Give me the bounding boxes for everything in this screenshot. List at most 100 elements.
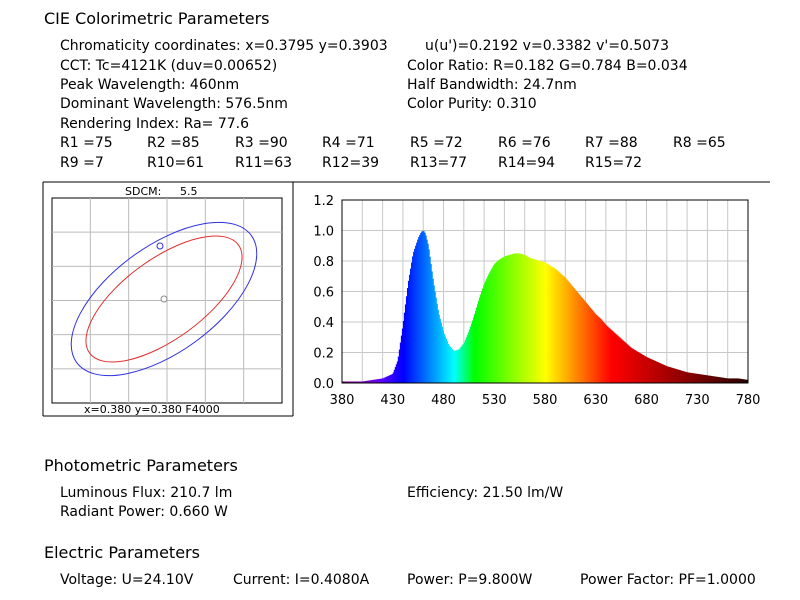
spectrum-bar	[502, 257, 504, 383]
spectrum-bar	[654, 360, 657, 383]
spectrum-bar	[714, 376, 716, 383]
spectrum-bar	[357, 381, 359, 383]
spectrum-bar	[675, 369, 678, 383]
spectrum-bar	[354, 381, 356, 383]
spectrum-bar	[599, 318, 602, 383]
x-tick-label: 580	[533, 393, 558, 408]
spectrum-bar	[380, 378, 382, 383]
spectrum-bar	[735, 378, 738, 383]
spectrum-bar	[492, 266, 494, 383]
spectrum-bar	[563, 276, 565, 383]
spectrum-bar	[481, 291, 483, 383]
spectrum-bar	[718, 377, 720, 383]
spectrum-bar	[613, 331, 615, 383]
spectrum-bar	[593, 312, 596, 383]
spectrum-bar	[677, 369, 680, 383]
spectrum-bar	[579, 295, 581, 383]
spectrum-bar	[575, 290, 577, 383]
spectrum-bar	[664, 365, 667, 383]
r-value: R9 =7	[60, 155, 104, 171]
spectrum-bar	[595, 314, 598, 383]
spectrum-bar	[692, 373, 694, 383]
spectrum-bar	[433, 285, 435, 383]
spectrum-bar	[637, 351, 639, 383]
spectrum-bar	[402, 320, 405, 383]
spectrum-bar	[382, 378, 385, 383]
spectrum-bar	[359, 381, 361, 383]
spectrum-bar	[342, 381, 344, 383]
spectrum-bar	[639, 353, 641, 383]
r-value: R8 =65	[673, 135, 726, 151]
spectrum-bar	[349, 381, 351, 383]
spectrum-bar	[691, 373, 693, 383]
spectrum-bar	[558, 271, 560, 383]
spectrum-bar	[508, 255, 510, 383]
color-ratio-text: Color Ratio: R=0.182 G=0.784 B=0.034	[407, 58, 688, 74]
spectrum-bar	[459, 347, 462, 383]
spectrum-bar	[742, 379, 745, 383]
spectrum-bar	[602, 322, 605, 383]
spectrum-bar	[398, 349, 401, 383]
spectrum-bar	[480, 294, 482, 383]
spectrum-bar	[628, 345, 630, 383]
spectrum-bar	[346, 381, 348, 383]
spectrum-bar	[699, 374, 701, 383]
spectrum-bar	[730, 378, 733, 383]
spectrum-bar	[540, 261, 543, 383]
spectrum-bar	[570, 284, 572, 383]
spectrum-bar	[734, 378, 737, 383]
spectrum-bar	[589, 307, 592, 383]
spectrum-bar	[447, 343, 449, 383]
spectrum-bar	[532, 259, 535, 383]
spectrum-bar	[744, 379, 747, 383]
spectrum-bar	[524, 255, 527, 383]
spectrum-bar	[530, 258, 533, 383]
r-value: R4 =71	[322, 135, 375, 151]
spectrum-bar	[355, 381, 357, 383]
spectrum-bar	[437, 309, 439, 383]
spectrum-bar	[670, 367, 673, 383]
spectrum-bar	[537, 260, 540, 383]
spectrum-bar	[516, 253, 518, 384]
spectrum-bar	[615, 333, 617, 383]
spectrum-bar	[454, 350, 457, 383]
spectrum-bar	[650, 359, 652, 383]
spectrum-bar	[581, 297, 583, 383]
spectrum-bar	[503, 256, 505, 383]
spectrum-bar	[425, 235, 427, 383]
spectrum-bar	[487, 276, 489, 383]
spectrum-bar	[652, 360, 655, 383]
spectrum-bar	[444, 336, 446, 383]
spectrum-bar	[693, 373, 695, 383]
y-tick-label: 1.2	[313, 194, 334, 209]
spectrum-bar	[430, 264, 432, 383]
r-value: R10=61	[147, 155, 205, 171]
spectrum-bar	[740, 378, 743, 383]
spectrum-bar	[489, 272, 491, 383]
spectrum-bar	[590, 308, 593, 383]
sdcm-center-point	[160, 295, 168, 303]
power-factor-text: Power Factor: PF=1.0000	[580, 572, 756, 588]
spectrum-bar	[641, 354, 643, 383]
spectrum-bar	[488, 274, 490, 383]
spectrum-bar	[446, 341, 448, 383]
spectrum-x-ticks: 380 430 480 530 580 630 680 730 780	[330, 393, 761, 408]
spectrum-bar	[672, 368, 675, 383]
spectrum-bar	[465, 337, 468, 383]
x-tick-label: 780	[736, 393, 761, 408]
sdcm-footer: x=0.380 y=0.380 F4000	[84, 403, 220, 416]
x-tick-label: 480	[431, 393, 456, 408]
spectrum-bar	[573, 288, 575, 383]
spectrum-bar	[378, 378, 380, 383]
spectrum-bar	[636, 351, 638, 383]
spectrum-bar	[669, 367, 672, 383]
spectrum-bar	[716, 376, 718, 383]
spectrum-bar	[719, 377, 721, 383]
spectrum-bar	[389, 374, 392, 383]
spectrum-bar	[361, 381, 363, 383]
spectrum-bar	[501, 257, 503, 383]
spectrum-bar	[681, 370, 683, 383]
x-tick-label: 630	[583, 393, 608, 408]
spectrum-bar	[522, 254, 525, 383]
spectrum-bar	[393, 369, 396, 383]
